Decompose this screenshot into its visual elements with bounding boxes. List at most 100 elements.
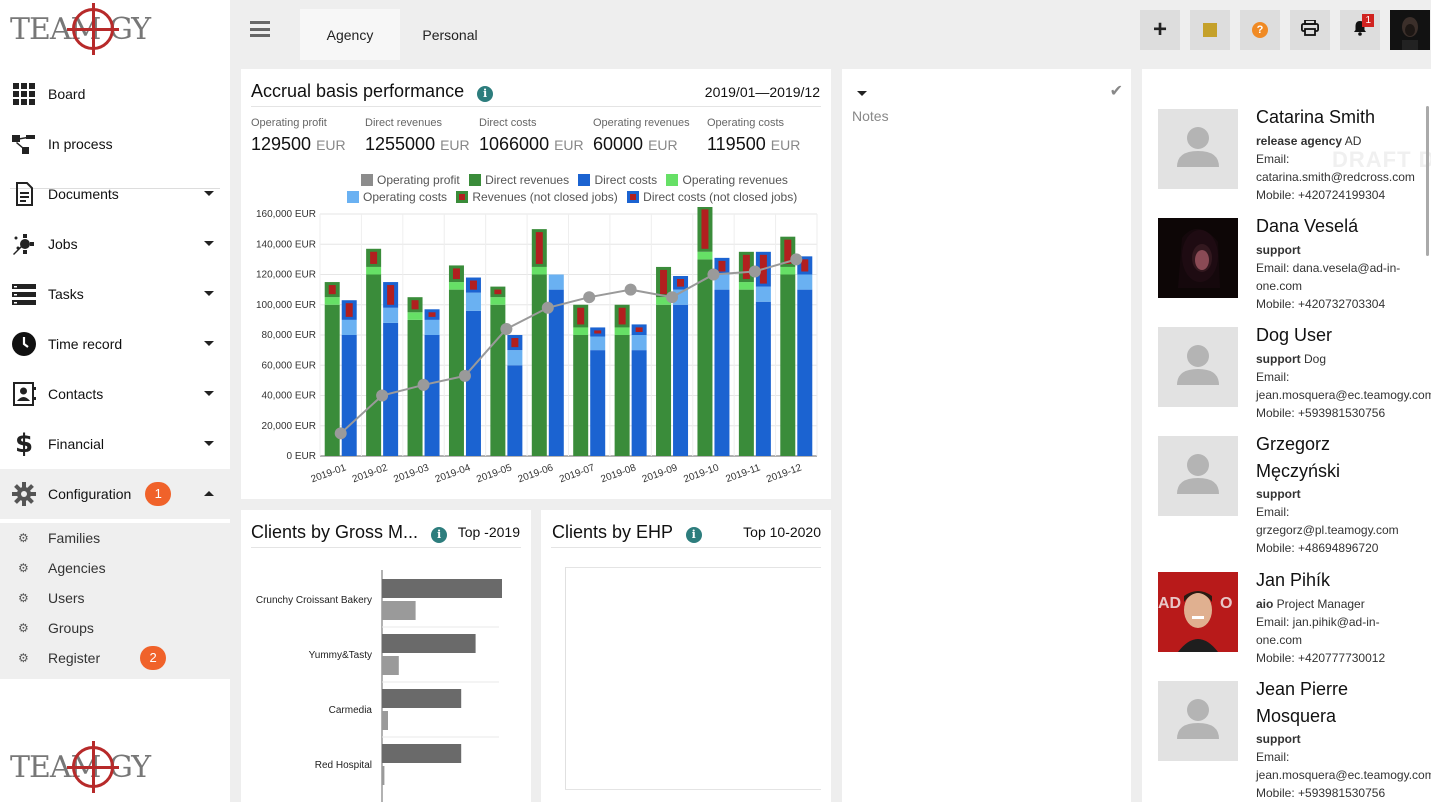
title-divider — [551, 547, 821, 548]
legend-item[interactable]: Operating revenues — [666, 173, 788, 187]
help-button[interactable]: ? — [1240, 10, 1280, 50]
contact-mobile[interactable]: Mobile: +420732703304 — [1256, 297, 1386, 311]
nav-jobs[interactable]: Jobs — [0, 219, 230, 269]
accrual-chart: 0 EUR 20,000 EUR 40,000 EUR 60,000 EUR 80,00… — [256, 207, 818, 485]
contact-email[interactable]: Email: — [1256, 370, 1290, 384]
subnav-agencies[interactable]: ⚙ Agencies — [0, 553, 230, 583]
sticky-notes-button[interactable] — [1190, 10, 1230, 50]
contact-email[interactable]: Email: — [1256, 750, 1290, 764]
gear-icon: ⚙ — [18, 591, 29, 605]
year-range[interactable]: Top -2019 — [457, 524, 520, 540]
contact-name[interactable]: Jan Pihík — [1256, 570, 1331, 590]
legend-item[interactable]: Operating profit — [361, 173, 460, 187]
add-button[interactable]: + — [1140, 10, 1180, 50]
bar-direct-costs-not-closed-inner — [511, 338, 519, 348]
chevron-up-icon[interactable] — [204, 491, 214, 496]
legend-item[interactable]: Direct costs — [578, 173, 657, 187]
bar-operating-costs — [673, 289, 689, 305]
chevron-down-icon[interactable] — [204, 391, 214, 396]
bar-operating-costs — [383, 307, 399, 323]
subnav-register[interactable]: ⚙ Register 2 — [0, 643, 230, 673]
subnav-agencies-label: Agencies — [48, 560, 106, 576]
chevron-down-icon[interactable] — [204, 341, 214, 346]
client-label: Yummy&Tasty — [309, 650, 372, 661]
bar-operating-revenues — [448, 282, 464, 290]
nav-financial[interactable]: $ Financial — [0, 419, 230, 469]
contact-name[interactable]: Dog User — [1256, 325, 1333, 345]
info-icon[interactable]: i — [685, 527, 702, 543]
contact-mobile[interactable]: Mobile: +593981530756 — [1256, 406, 1386, 420]
date-range[interactable]: 2019/01—2019/12 — [704, 84, 820, 100]
metric-operating-revenues: Operating revenues 60000 EUR — [593, 117, 690, 155]
y-tick-label: 40,000 EUR — [262, 391, 316, 402]
nav-tasks[interactable]: Tasks — [0, 269, 230, 319]
info-icon[interactable]: i — [431, 527, 448, 543]
bar-direct-revenues — [738, 289, 754, 456]
nav-documents[interactable]: Documents — [0, 169, 230, 219]
notifications-button[interactable]: 1 — [1340, 10, 1380, 50]
contact-photo — [1158, 218, 1238, 298]
chevron-down-icon[interactable] — [204, 291, 214, 296]
subnav-groups-label: Groups — [48, 620, 94, 636]
contact-email[interactable]: catarina.smith@redcross.com — [1256, 170, 1415, 184]
contact-name[interactable]: Jean Pierre Mosquera — [1256, 679, 1349, 726]
chevron-down-icon[interactable] — [204, 241, 214, 246]
checkmark-icon[interactable]: ✔ — [1109, 81, 1123, 100]
subnav-families[interactable]: ⚙ Families — [0, 523, 230, 553]
legend-item[interactable]: Direct revenues — [469, 173, 569, 187]
contact-role: support — [1256, 732, 1301, 746]
bar-direct-costs-not-closed-inner — [635, 327, 643, 332]
nav-financial-label: Financial — [48, 436, 105, 452]
bar-revenues-not-closed-inner — [784, 239, 792, 264]
contact-email[interactable]: jean.mosquera@ec.teamogy.com — [1256, 768, 1431, 782]
notes-input[interactable]: Notes — [852, 108, 889, 124]
legend-item[interactable]: Revenues (not closed jobs) — [456, 190, 618, 204]
legend-item[interactable]: Direct costs (not closed jobs) — [627, 190, 797, 204]
nav-board[interactable]: Board — [0, 69, 230, 119]
contact-email[interactable]: Email: jan.pihik@ad-in- — [1256, 615, 1380, 629]
contact-mobile[interactable]: Mobile: +48694896720 — [1256, 541, 1379, 555]
nav-contacts[interactable]: Contacts — [0, 369, 230, 419]
contact-mobile[interactable]: Mobile: +420777730012 — [1256, 651, 1386, 665]
info-icon[interactable]: i — [477, 86, 494, 102]
contact-email[interactable]: one.com — [1256, 279, 1303, 293]
contact-name[interactable]: Grzegorz Męczyński — [1256, 434, 1341, 481]
year-range[interactable]: Top 10-2020 — [743, 524, 821, 540]
metric-operating-profit: Operating profit 129500 EUR — [251, 117, 346, 155]
hamburger-menu-icon[interactable] — [250, 21, 270, 37]
scrollbar[interactable] — [1426, 106, 1429, 256]
legend-item[interactable]: Operating costs — [347, 190, 447, 204]
contact-email[interactable]: Email: — [1256, 505, 1290, 519]
contact-name[interactable]: Dana Veselá — [1256, 216, 1359, 236]
contact-email[interactable]: jean.mosquera@ec.teamogy.com — [1256, 388, 1431, 402]
tab-agency[interactable]: Agency — [300, 9, 400, 60]
teamogy-logo[interactable]: TEAM GY — [10, 3, 160, 55]
panel-title: Clients by EHP — [552, 522, 673, 542]
user-avatar[interactable] — [1390, 10, 1430, 50]
contact-email[interactable]: one.com — [1256, 633, 1303, 647]
contact-email[interactable]: grzegorz@pl.teamogy.com — [1256, 523, 1399, 537]
contact-mobile[interactable]: Mobile: +593981530756 — [1256, 786, 1386, 800]
x-tick-label: 2019-08 — [599, 462, 638, 485]
legend-label: Revenues (not closed jobs) — [472, 190, 618, 204]
chevron-down-icon[interactable] — [204, 191, 214, 196]
chevron-down-icon[interactable] — [204, 441, 214, 446]
contact-email[interactable]: Email: dana.vesela@ad-in- — [1256, 261, 1401, 275]
gear-icon: ⚙ — [18, 621, 29, 635]
y-tick-label: 80,000 EUR — [262, 330, 316, 341]
contact-name[interactable]: Catarina Smith — [1256, 107, 1376, 127]
clients-gross-margin-panel: Clients by Gross M... i Top -2019 Crunch… — [241, 510, 531, 802]
contact-mobile[interactable]: Mobile: +420724199304 — [1256, 188, 1386, 202]
nav-configuration[interactable]: Configuration 1 — [0, 469, 230, 519]
nav-time-record[interactable]: Time record — [0, 319, 230, 369]
print-button[interactable] — [1290, 10, 1330, 50]
subnav-users[interactable]: ⚙ Users — [0, 583, 230, 613]
contact-email[interactable]: Email: — [1256, 152, 1290, 166]
operating-profit-point — [376, 389, 389, 402]
nav-in-process[interactable]: In process — [0, 119, 230, 169]
person-placeholder-icon — [1158, 327, 1238, 407]
collapse-caret-icon[interactable] — [857, 91, 867, 96]
subnav-groups[interactable]: ⚙ Groups — [0, 613, 230, 643]
tab-personal[interactable]: Personal — [422, 26, 478, 43]
bar-direct-costs — [755, 301, 771, 456]
